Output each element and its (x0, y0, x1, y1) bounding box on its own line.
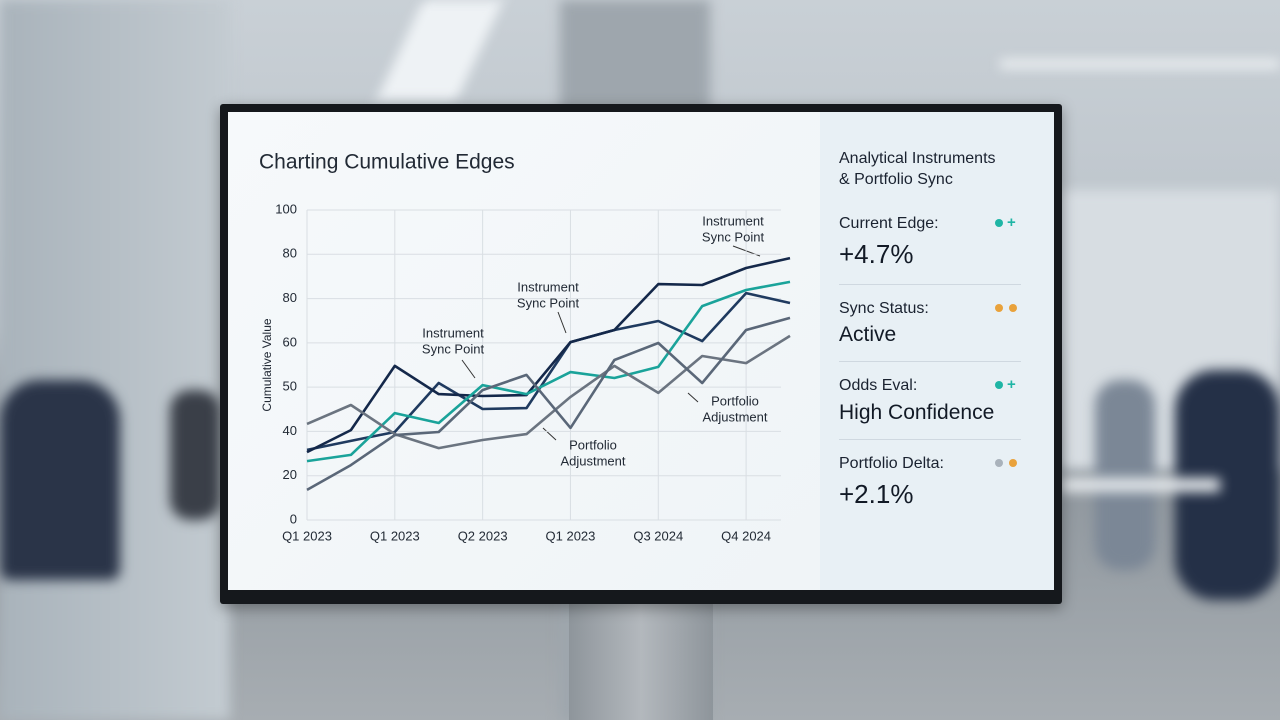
person (170, 390, 220, 520)
x-tick-label: Q1 2023 (370, 528, 420, 543)
panel-title-line: & Portfolio Sync (839, 171, 953, 188)
status-dot (995, 381, 1003, 389)
separator (839, 361, 1021, 362)
arrow (542, 427, 557, 441)
y-tick-label: 40 (283, 423, 297, 438)
separator (839, 439, 1021, 440)
x-tick-label: Q1 2023 (282, 528, 332, 543)
arrow (687, 392, 699, 403)
desk (1060, 478, 1220, 492)
x-tick-label: Q3 2024 (633, 528, 683, 543)
series-line (306, 256, 791, 454)
annotation: Portfolio (569, 437, 617, 452)
metric-value: +2.1% (839, 479, 914, 509)
annotation: Portfolio (711, 393, 759, 408)
annotation: Sync Point (517, 295, 580, 310)
x-tick-label: Q4 2024 (721, 528, 771, 543)
metric-value: Active (839, 323, 897, 346)
annotation: Instrument (702, 213, 764, 228)
status-dot (995, 459, 1003, 467)
y-tick-label: 100 (275, 201, 297, 216)
series-line (306, 291, 791, 452)
y-tick-label: 60 (283, 334, 297, 349)
status-dot (1009, 459, 1017, 467)
metric-label: Odds Eval: (839, 377, 918, 394)
x-tick-label: Q1 2023 (546, 528, 596, 543)
annotation: Adjustment (560, 453, 625, 468)
y-tick-label: 0 (290, 511, 297, 526)
series-line (306, 280, 791, 463)
status-dot (1009, 304, 1017, 312)
metric-label: Current Edge: (839, 215, 939, 232)
ceiling-light (1000, 60, 1280, 68)
annotation: Adjustment (702, 409, 767, 424)
panel-title: Analytical Instruments & Portfolio Sync (839, 148, 996, 190)
metric-value: +4.7% (839, 239, 914, 269)
series-line (306, 316, 791, 492)
status-dot (995, 219, 1003, 227)
person (1095, 380, 1155, 570)
plus-icon: + (1007, 376, 1016, 393)
metric-label: Sync Status: (839, 300, 929, 317)
person (0, 380, 120, 580)
y-tick-label: 80 (283, 290, 297, 305)
arrow (557, 311, 567, 334)
plus-icon: + (1007, 214, 1016, 231)
x-tick-label: Q2 2023 (458, 528, 508, 543)
glass-wall (0, 0, 230, 720)
annotation: Instrument (517, 279, 579, 294)
annotation: Sync Point (702, 229, 765, 244)
panel-title-line: Analytical Instruments (839, 150, 996, 167)
metric-label: Portfolio Delta: (839, 455, 944, 472)
series-line (306, 334, 791, 450)
chart-title: Charting Cumulative Edges (259, 151, 515, 174)
annotation: Instrument (422, 325, 484, 340)
separator (839, 284, 1021, 285)
y-tick-label: 20 (283, 467, 297, 482)
side-panel: Analytical Instruments & Portfolio Sync … (820, 112, 1054, 590)
y-tick-label: 50 (283, 379, 297, 394)
annotation: Sync Point (422, 341, 485, 356)
y-tick-label: 80 (283, 246, 297, 261)
status-dot (995, 304, 1003, 312)
metric-value: High Confidence (839, 401, 995, 424)
y-axis-label: Cumulative Value (260, 318, 274, 411)
monitor-stand (569, 604, 713, 720)
arrow (461, 359, 476, 379)
